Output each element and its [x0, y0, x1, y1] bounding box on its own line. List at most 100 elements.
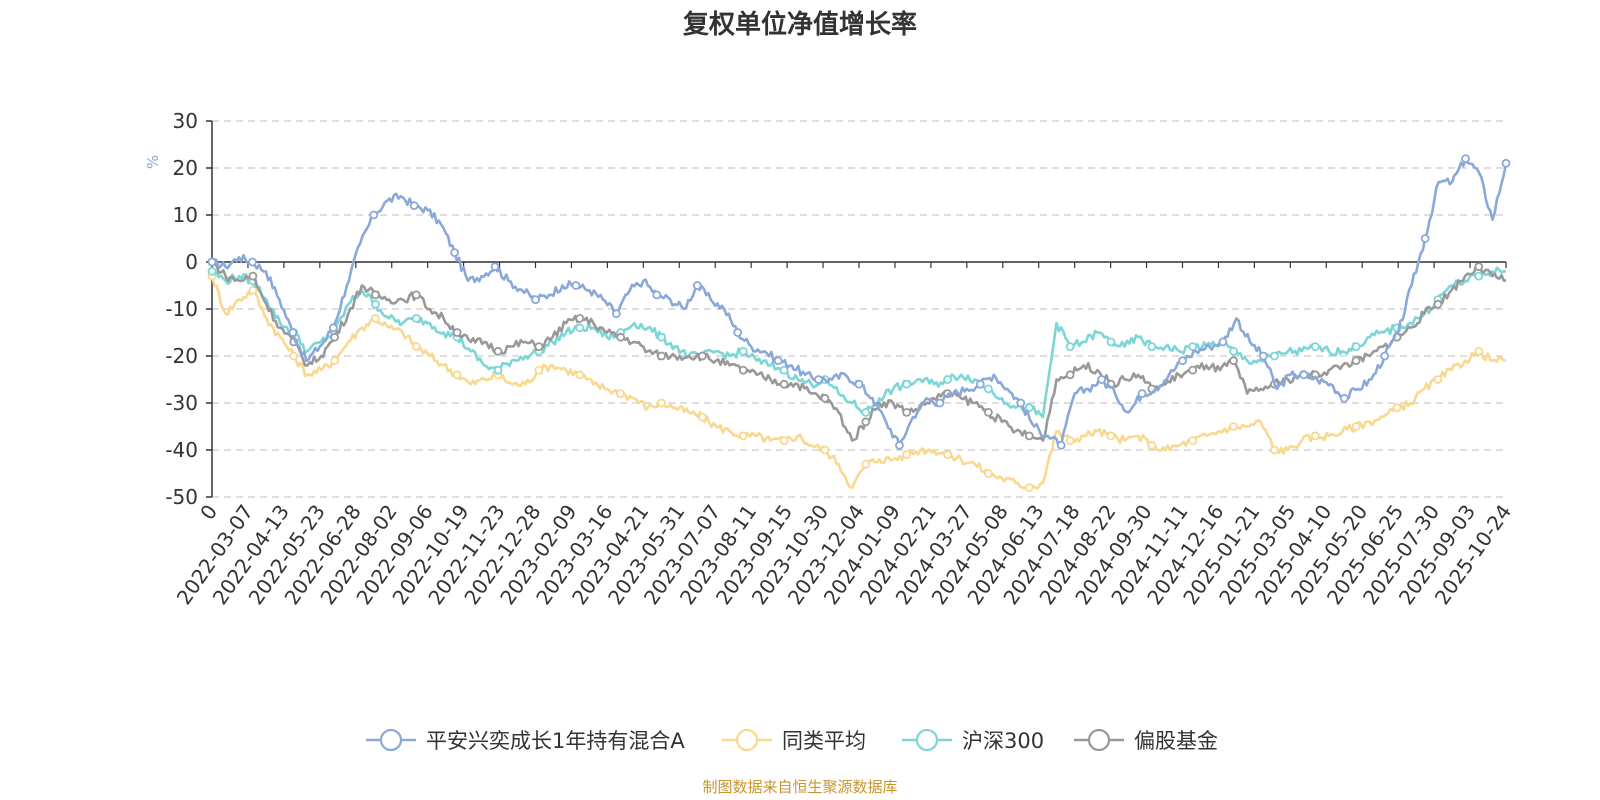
data-point [861, 459, 871, 469]
data-point [575, 323, 585, 333]
data-point [534, 365, 544, 375]
data-point [531, 295, 540, 305]
data-point [1351, 422, 1361, 431]
legend-item[interactable]: 平安兴奕成长1年持有混合A [366, 728, 685, 753]
y-tick-label: -10 [165, 297, 198, 321]
data-point [1024, 403, 1034, 413]
data-point [248, 271, 258, 281]
data-point [1461, 154, 1470, 164]
data-point [369, 210, 379, 220]
data-point [1299, 370, 1309, 380]
data-point [779, 379, 789, 389]
chart-title: 复权单位净值增长率 [683, 9, 917, 40]
legend-label: 偏股基金 [1134, 729, 1218, 753]
data-point [575, 370, 585, 380]
data-point [616, 332, 626, 342]
legend-label: 同类平均 [782, 729, 866, 753]
data-point [1433, 299, 1443, 309]
data-point [738, 346, 748, 356]
data-point [854, 379, 864, 389]
data-point [1065, 342, 1075, 352]
y-tick-label: -30 [165, 391, 198, 415]
legend-item[interactable]: 同类平均 [722, 728, 866, 753]
data-point [861, 417, 871, 427]
data-point [1474, 346, 1484, 356]
data-point [935, 398, 945, 408]
data-point [575, 313, 585, 323]
gridlines [206, 120, 1506, 498]
data-point [1137, 389, 1147, 399]
data-point [411, 342, 421, 352]
data-point [697, 412, 707, 422]
data-point [1310, 431, 1320, 441]
y-tick-label: -40 [165, 438, 198, 462]
data-point [1339, 393, 1349, 403]
data-point [207, 257, 217, 267]
legend-marker [735, 728, 759, 752]
data-point [657, 332, 666, 342]
data-point [984, 407, 993, 417]
legend-label: 平安兴奕成长1年持有混合A [426, 729, 685, 753]
data-point [1147, 440, 1157, 450]
data-point [738, 431, 748, 441]
data-point [984, 384, 993, 394]
y-tick-label: -50 [165, 485, 198, 509]
data-point [1474, 262, 1484, 272]
data-point [611, 309, 621, 319]
y-axis-unit: % [144, 155, 162, 169]
data-point [248, 257, 257, 267]
data-point [1433, 375, 1443, 384]
data-point [1188, 342, 1198, 352]
data-point [820, 445, 830, 455]
data-point [657, 351, 666, 361]
data-point [207, 266, 217, 276]
data-point [1024, 431, 1034, 441]
data-point [692, 281, 702, 290]
legend-item[interactable]: 偏股基金 [1074, 728, 1218, 753]
data-point [1380, 351, 1390, 361]
legend-marker [379, 728, 403, 752]
data-point [652, 290, 662, 300]
y-tick-label: 10 [173, 203, 198, 227]
data-point [738, 365, 748, 375]
data-point [1351, 356, 1361, 366]
data-point [1106, 337, 1116, 347]
y-tick-label: 0 [185, 250, 198, 274]
y-tick-label: -20 [165, 344, 198, 368]
data-point [328, 323, 338, 333]
data-point [1188, 436, 1198, 446]
data-point [861, 407, 871, 417]
legend-marker [1087, 728, 1111, 752]
data-point [1065, 436, 1075, 446]
data-point [452, 328, 462, 337]
data-point [1420, 234, 1430, 243]
series-line [211, 260, 1507, 442]
data-point [452, 370, 462, 380]
legend-item[interactable]: 沪深300 [902, 728, 1044, 753]
data-point [943, 450, 952, 460]
data-point [411, 290, 421, 300]
data-point [1270, 351, 1279, 361]
data-point [371, 299, 380, 309]
data-point [371, 290, 380, 300]
series-lines [207, 154, 1511, 493]
data-point [411, 313, 421, 323]
data-point [1056, 440, 1066, 450]
data-point [1065, 370, 1075, 380]
data-point [975, 379, 985, 389]
data-point [330, 356, 339, 366]
y-tick-labels: 30 20 10 0 -10 -20 -30 -40 -50 [165, 109, 198, 509]
data-point [895, 440, 904, 450]
data-point [1106, 431, 1116, 441]
x-tick-labels: 02022-03-072022-04-132022-05-232022-06-2… [172, 500, 1516, 609]
data-point [779, 365, 789, 375]
legend[interactable]: 平安兴奕成长1年持有混合A 同类平均 沪深300 偏股基金 [366, 728, 1218, 753]
data-point [490, 262, 500, 272]
data-point [814, 375, 823, 384]
data-point [1016, 398, 1026, 408]
data-point [1229, 356, 1238, 366]
data-point [289, 351, 299, 361]
data-point [288, 328, 298, 337]
series-line [211, 266, 1507, 419]
